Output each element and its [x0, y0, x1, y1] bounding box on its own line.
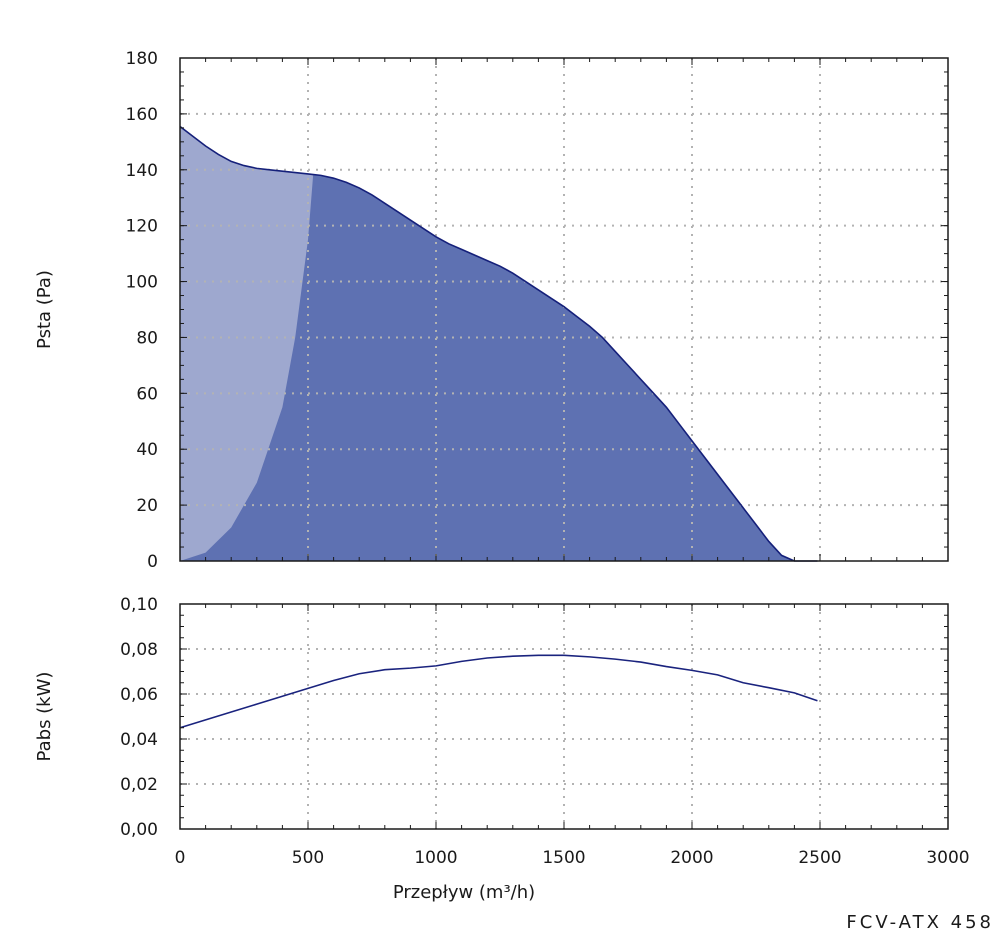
top-y-axis-title: Psta (Pa): [34, 270, 55, 349]
x-tick-label: 1000: [414, 848, 457, 868]
y-tick-label: 180: [126, 49, 158, 69]
x-tick-label: 3000: [926, 848, 969, 868]
y-tick-label: 120: [126, 217, 158, 237]
restricted-zone-fill: [180, 126, 314, 561]
x-tick-label: 0: [175, 848, 186, 868]
x-tick-label: 1500: [542, 848, 585, 868]
x-tick-label: 2500: [798, 848, 841, 868]
x-tick-label: 2000: [670, 848, 713, 868]
top-panel: 0 20 40 60 80 100 120 140 160 180 Psta (Pa): [34, 49, 949, 572]
y-tick-label: 60: [136, 384, 158, 404]
model-label: FCV-ATX 458: [846, 912, 994, 933]
y-tick-label: 0,10: [120, 595, 158, 615]
pressure-curve: [179, 125, 818, 562]
y-tick-label: 0,08: [120, 640, 158, 660]
x-tick-label: 500: [292, 848, 324, 868]
pressure-area-fill: [180, 126, 818, 561]
y-tick-label: 0,04: [120, 730, 158, 750]
y-tick-label: 0: [147, 552, 158, 572]
y-tick-label: 100: [126, 273, 158, 293]
bottom-y-axis-title: Pabs (kW): [34, 672, 55, 762]
x-axis-title: Przepływ (m³/h): [393, 882, 535, 903]
bottom-panel: 0,00 0,02 0,04 0,06 0,08 0,10 0 500 1000 1500 2000…: [34, 595, 970, 903]
power-curve: [179, 654, 818, 729]
y-tick-label: 0,06: [120, 685, 158, 705]
y-tick-label: 0,02: [120, 775, 158, 795]
y-tick-label: 160: [126, 105, 158, 125]
y-tick-label: 20: [136, 496, 158, 516]
y-tick-label: 80: [136, 328, 158, 348]
y-tick-label: 140: [126, 161, 158, 181]
y-tick-label: 0,00: [120, 820, 158, 840]
y-tick-label: 40: [136, 440, 158, 460]
